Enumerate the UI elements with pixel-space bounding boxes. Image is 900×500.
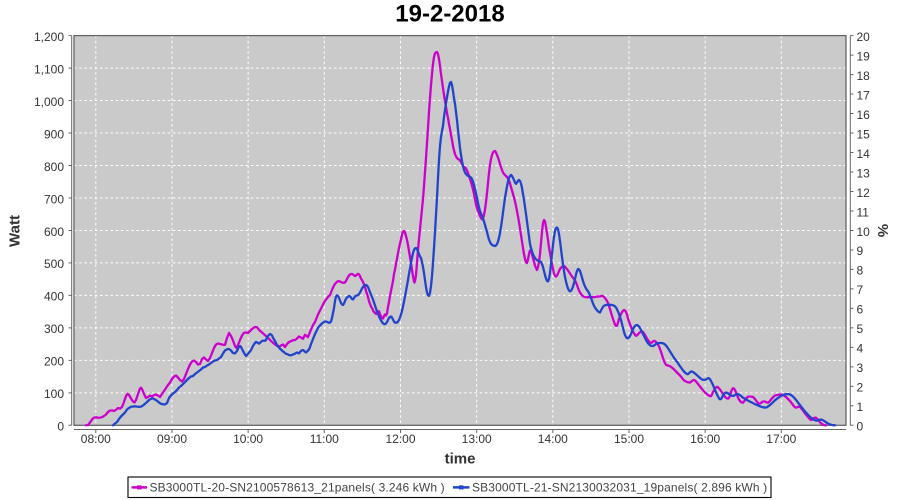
svg-text:08:00: 08:00 <box>81 432 111 446</box>
svg-text:13: 13 <box>857 166 871 180</box>
svg-text:12:00: 12:00 <box>385 432 415 446</box>
svg-text:500: 500 <box>44 257 64 271</box>
svg-text:5: 5 <box>857 322 864 336</box>
svg-text:100: 100 <box>44 387 64 401</box>
svg-text:15: 15 <box>857 127 871 141</box>
svg-text:11: 11 <box>857 205 870 219</box>
svg-text:900: 900 <box>44 127 64 141</box>
svg-text:SB3000TL-21-SN2130032031_19pan: SB3000TL-21-SN2130032031_19panels( 2.896… <box>472 481 767 495</box>
svg-text:13:00: 13:00 <box>462 432 492 446</box>
svg-text:2: 2 <box>857 381 864 395</box>
svg-text:17: 17 <box>857 88 871 102</box>
svg-text:10: 10 <box>857 225 871 239</box>
svg-text:12: 12 <box>857 186 871 200</box>
svg-text:200: 200 <box>44 355 64 369</box>
svg-text:6: 6 <box>857 303 864 317</box>
svg-text:700: 700 <box>44 192 64 206</box>
svg-text:09:00: 09:00 <box>157 432 187 446</box>
svg-text:4: 4 <box>857 342 864 356</box>
svg-text:11:00: 11:00 <box>310 432 339 446</box>
svg-text:300: 300 <box>44 322 64 336</box>
svg-text:Watt: Watt <box>7 215 24 247</box>
svg-text:18: 18 <box>857 69 871 83</box>
svg-text:19: 19 <box>857 49 871 63</box>
svg-text:19-2-2018: 19-2-2018 <box>395 1 504 28</box>
svg-text:600: 600 <box>44 225 64 239</box>
svg-text:14:00: 14:00 <box>538 432 568 446</box>
svg-text:9: 9 <box>857 244 864 258</box>
svg-text:0: 0 <box>857 420 864 434</box>
svg-text:10:00: 10:00 <box>233 432 263 446</box>
svg-text:1: 1 <box>857 400 864 414</box>
svg-text:8: 8 <box>857 264 864 278</box>
svg-text:16: 16 <box>857 108 871 122</box>
svg-text:14: 14 <box>857 147 871 161</box>
svg-text:1,100: 1,100 <box>34 62 64 76</box>
svg-text:16:00: 16:00 <box>690 432 720 446</box>
svg-text:17:00: 17:00 <box>766 432 796 446</box>
svg-text:1,000: 1,000 <box>34 95 64 109</box>
svg-text:15:00: 15:00 <box>614 432 644 446</box>
svg-text:1,200: 1,200 <box>34 30 64 44</box>
svg-text:7: 7 <box>857 283 864 297</box>
svg-text:20: 20 <box>857 30 871 44</box>
svg-text:SB3000TL-20-SN2100578613_21pan: SB3000TL-20-SN2100578613_21panels( 3.246… <box>150 481 445 495</box>
svg-text:3: 3 <box>857 361 864 375</box>
svg-text:0: 0 <box>57 420 64 434</box>
svg-text:800: 800 <box>44 160 64 174</box>
svg-text:%: % <box>874 224 891 237</box>
svg-text:400: 400 <box>44 290 64 304</box>
svg-text:time: time <box>445 451 476 468</box>
